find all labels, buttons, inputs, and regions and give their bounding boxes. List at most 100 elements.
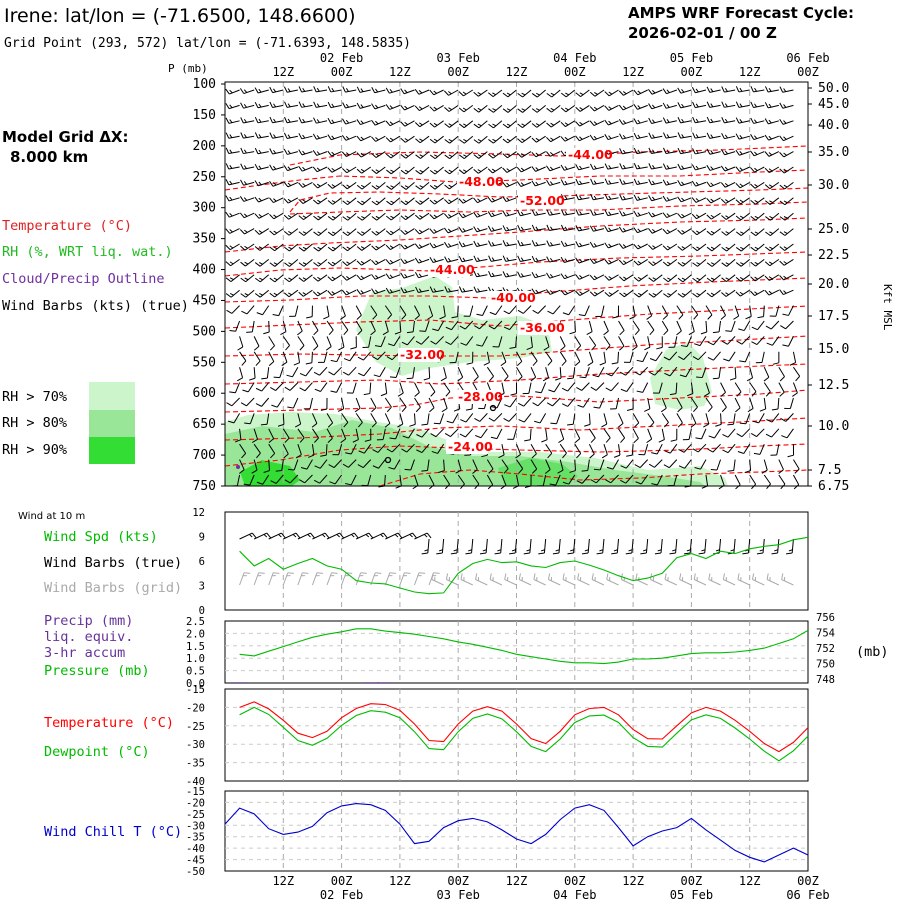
wind-barb-shaft [759, 444, 765, 455]
wind-barb-feather [283, 148, 288, 155]
wind-barb-feather [725, 215, 730, 219]
wind-barb-shaft [705, 413, 710, 425]
wind-barb-shaft [472, 474, 480, 485]
surface-wind-barb-feather [509, 552, 516, 555]
wind-barb-shaft [768, 151, 780, 157]
wind-barb-feather [678, 465, 685, 469]
surface-wind-barb-feather [526, 549, 531, 552]
wind-barb-feather [620, 465, 627, 469]
wind-barb-shaft [522, 105, 532, 113]
wind-barb-feather [346, 168, 350, 172]
wind-barb-feather [375, 120, 379, 125]
wind-barb-feather [433, 258, 437, 262]
wind-barb-feather [225, 195, 230, 202]
wind-barb-shaft [545, 443, 553, 454]
station-title: Irene: lat/lon = (-71.6500, 148.6600) [4, 5, 356, 27]
wind-barb-shaft [710, 181, 721, 188]
grid-wind-barb-shaft [562, 579, 576, 586]
wind-barb-feather [487, 484, 494, 490]
wind-barb-shaft [651, 104, 663, 110]
wind-barb-feather [372, 449, 379, 453]
wind-barb-feather [710, 468, 718, 471]
wind-barb-feather [254, 262, 261, 267]
altitude-tick-label: 45.0 [818, 97, 849, 112]
wind-barb-shaft [559, 367, 562, 379]
bottom-hour-label: 12Z [506, 874, 528, 888]
wind-barb-feather [678, 314, 684, 320]
wind-barb-shaft [259, 259, 270, 267]
wind-barb-shaft [349, 351, 357, 362]
wind-barb-feather [754, 200, 759, 203]
wind-barb-shaft [508, 413, 517, 422]
wind-barb-feather [750, 246, 757, 252]
wind-barb-shaft [251, 320, 255, 332]
wind-barb-feather [575, 225, 580, 232]
wind-barb-feather [769, 200, 773, 204]
wind-barb-shaft [507, 89, 517, 98]
pressure-tick: 748 [816, 674, 835, 686]
surface-wind-barb-feather [292, 534, 297, 538]
surface-wind-barb-feather [468, 549, 472, 552]
wind-barb-shaft [559, 428, 565, 440]
wind-barb-feather [229, 104, 233, 109]
wind-barb-feather [765, 231, 771, 237]
wind-barb-feather [517, 92, 523, 98]
wind-barb-shaft [276, 397, 284, 408]
wind-barb-feather [750, 290, 756, 296]
wind-barb-feather [502, 92, 509, 98]
temperature-tick: -15 [186, 684, 205, 696]
wind-barb-feather [648, 244, 654, 250]
wind-barb-feather [619, 330, 625, 336]
wind-barb-feather [342, 246, 348, 252]
grid-wind-barb-shaft [664, 579, 678, 586]
wind-barb-shaft [462, 243, 473, 248]
wind-barb-shaft [407, 336, 415, 346]
wind-barb-feather [681, 246, 686, 249]
wind-barb-shaft [559, 443, 567, 454]
wind-barb-feather [261, 377, 268, 380]
wind-barb-shaft [348, 459, 357, 468]
wind-barb-feather [750, 433, 757, 438]
wind-barb-feather [400, 258, 405, 264]
wind-barb-shaft [647, 397, 651, 409]
wind-barb-feather [492, 138, 497, 142]
wind-barb-shaft [486, 366, 494, 377]
wind-barb-shaft [669, 351, 678, 361]
wind-barb-feather [579, 226, 583, 231]
grid-wind-barb-feather [547, 573, 551, 580]
wind-barb-feather [258, 88, 262, 93]
wind-barb-shaft [303, 259, 313, 267]
wind-barb-feather [691, 87, 696, 93]
wind-barb-feather [688, 331, 695, 336]
wind-barb-shaft [728, 351, 736, 362]
wind-barb-feather [579, 242, 583, 247]
wind-barb-feather [633, 292, 640, 298]
wind-barb-shaft [282, 428, 290, 439]
wind-barb-feather [287, 406, 294, 409]
wind-barb-feather [735, 231, 742, 236]
wind-barb-feather [535, 137, 540, 141]
wind-barb-feather [288, 292, 292, 296]
wind-barb-feather [686, 393, 694, 397]
wind-barb-feather [722, 433, 729, 438]
wind-barb-feather [754, 87, 758, 92]
wind-barb-feather [622, 211, 626, 216]
wind-barb-feather [254, 293, 261, 298]
wind-barb-feather [364, 439, 371, 442]
wind-barb-feather [246, 331, 253, 333]
wind-barb-feather [254, 196, 259, 203]
wind-barb-feather [254, 229, 260, 235]
wind-barb-feather [735, 182, 741, 189]
wind-barb-shaft [463, 104, 474, 113]
wind-barb-feather [240, 147, 244, 154]
wind-barb-feather [608, 165, 612, 169]
wind-barb-feather [254, 277, 261, 283]
pressure-tick-label: 500 [193, 324, 216, 339]
wind-barb-feather [385, 287, 390, 294]
wind-barb-shaft [332, 197, 342, 205]
wind-barb-feather [243, 181, 248, 185]
wind-barb-feather [696, 262, 701, 265]
wind-barb-shaft [718, 367, 722, 379]
wind-barb-shaft [617, 351, 620, 363]
wind-barb-shaft [647, 320, 655, 331]
